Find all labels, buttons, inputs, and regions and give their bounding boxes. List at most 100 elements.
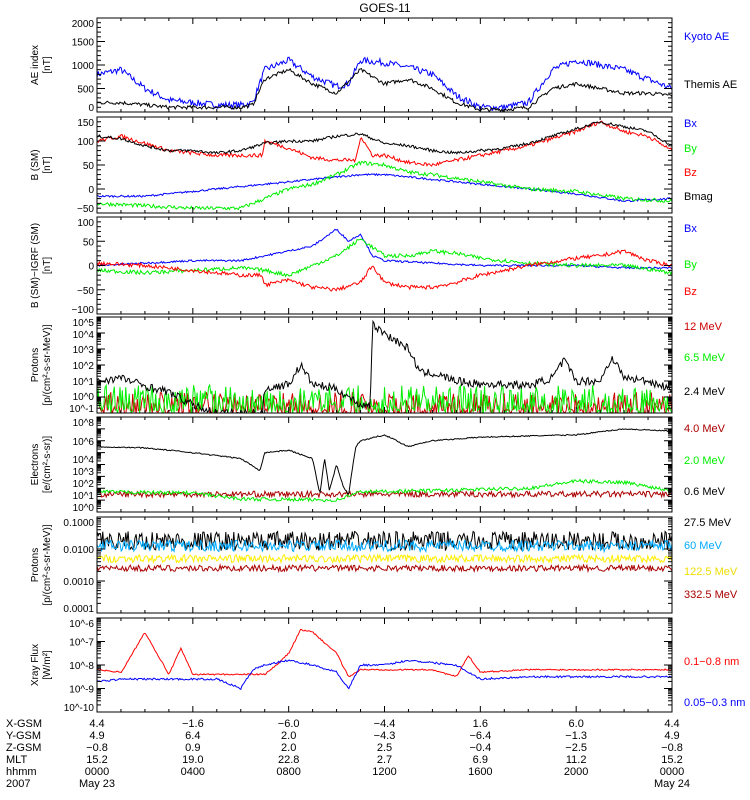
legend-entry: By [684,143,697,155]
ephemeris-value: 1600 [468,766,492,778]
ephemeris-value: 1.6 [473,718,488,730]
ephemeris-value: 0000 [660,766,684,778]
y-axis-label: [W/m²] [42,650,53,680]
series-line-2-4-mev [97,319,672,413]
y-tick-label: 10^0 [73,392,95,403]
series-line-122-5-mev [97,553,672,565]
y-tick-label: 10^6 [73,437,95,448]
y-axis-label: [nT] [42,56,53,73]
y-tick-label: −100 [71,305,94,316]
y-axis-label: [p/(cm²-s-sr-MeV)] [42,324,53,405]
y-axis-label: B (SM) [30,149,41,180]
ephemeris-value: 2.0 [281,730,296,742]
series-line-27-5-mev [97,530,672,552]
y-axis-label: Electrons [30,444,41,486]
y-axis-label: [nT] [42,257,53,274]
panel-protons-high: 0.0001 0.0010 0.0100 0.1000 Protons [p/(cm²-s… [30,516,738,615]
series-line-332-5-mev [97,563,672,574]
series-line-4-0-mev [97,489,672,499]
y-tick-label: 1500 [72,38,95,49]
y-tick-label: 50 [83,237,95,248]
panel-electrons: 10^010^110^210^310^4 10^6 10^8 Electrons [e/… [30,416,726,514]
ephemeris-value: −4.3 [374,730,396,742]
y-tick-label: 10^2 [73,479,95,490]
ephemeris-value: 6.4 [185,730,200,742]
plot-title: GOES-11 [359,1,410,15]
y-tick-label: 1000 [72,61,95,72]
panel-xray: 10^-10 10^-9 10^-8 10^-7 10^-6 Xray Flux [W/m²… [30,617,745,714]
y-tick-label: 10^4 [73,455,95,466]
ephemeris-value: 1200 [372,766,396,778]
y-axis-label: [nT] [42,156,53,173]
legend-entry: Themis AE [684,79,737,91]
legend-entry: 0.05−0.3 nm [684,697,745,709]
ephemeris-value: 2.0 [281,742,296,754]
y-tick-label: 10^2 [73,361,95,372]
ephemeris-value: May 23 [79,778,115,790]
y-tick-label: 10^-8 [69,661,94,672]
ephemeris-value: 0.9 [185,742,200,754]
series-line-bz [97,249,672,292]
y-tick-label: 10^-6 [69,619,94,630]
legend-entry: 4.0 MeV [684,423,726,435]
y-tick-label: 10^4 [73,330,95,341]
ephemeris-row-label: X-GSM [6,718,42,730]
ephemeris-value: 0000 [85,766,109,778]
legend-entry: 2.0 MeV [684,455,726,467]
legend-entry: 60 MeV [684,540,723,552]
ephemeris-value: −4.4 [374,718,396,730]
panel-protons-low: 10^-110^0 10^1 10^2 10^3 10^410^5 Protons [p/(… [30,316,726,415]
y-tick-label: 10^-7 [69,638,94,649]
ephemeris-value: 22.8 [278,754,299,766]
legend-entry: Bx [684,118,697,130]
y-tick-label: 0 [88,185,94,196]
panel-frame [96,617,673,713]
y-tick-label: 10^-10 [64,703,95,714]
y-axis-label: [p/(cm²-s-sr-MeV)] [42,524,53,605]
y-tick-label: 10^8 [73,418,95,429]
ephemeris-table: X-GSM 4.4 −1.6 −6.0 −4.4 1.6 6.0 4.4 Y-GSM 4.9 6.4… [6,718,690,790]
y-axis-label: B (SM)−IGRF (SM) [30,223,41,308]
series-line-0-1-0-8-nm [97,628,672,678]
ephemeris-row-label: hhmm [6,766,37,778]
ephemeris-value: 4.4 [89,718,104,730]
legend-entry: 6.5 MeV [684,352,726,364]
ephemeris-value: May 24 [654,778,690,790]
y-tick-label: 10^0 [73,503,95,514]
panel-frame [96,516,673,614]
ephemeris-value: 4.9 [89,730,104,742]
ephemeris-value: −2.5 [565,742,587,754]
ephemeris-value: 0800 [276,766,300,778]
y-tick-label: 10^-9 [69,685,94,696]
y-tick-label: 0 [88,103,94,114]
y-tick-label: 150 [77,118,94,129]
panel-bigrf: −100 −50 0 50 100 B (SM)−IGRF (SM) [nT] Bx By Bz [30,216,697,316]
legend-entry: By [684,259,697,271]
legend-entry: 12 MeV [684,321,723,333]
panel-ae: 0 500 1000 1500 2000 AE index [nT] Kyoto AE Them… [30,17,737,114]
legend-entry: Bmag [684,191,713,203]
series-line-kyoto-ae [97,56,672,111]
legend-entry: Bx [684,223,697,235]
y-tick-label: 0.0001 [63,604,94,615]
series-line-6-5-mev [97,383,672,413]
series-line-2-0-mev [97,478,672,503]
legend-entry: 122.5 MeV [684,566,738,578]
legend-entry: Kyoto AE [684,31,729,43]
ephemeris-value: 2.5 [377,742,392,754]
legend-entry: Bz [684,286,697,298]
y-tick-label: 0.0100 [63,545,94,556]
series-line-0-6-mev [97,428,672,495]
ephemeris-value: −1.6 [182,718,204,730]
ephemeris-row-label: Y-GSM [6,730,41,742]
legend-entry: Bz [684,167,697,179]
y-tick-label: 2000 [72,19,95,30]
ephemeris-row-label: Z-GSM [6,742,41,754]
y-tick-label: 10^-1 [69,404,94,415]
y-axis-label: Protons [30,548,41,582]
ephemeris-value: −6.4 [469,730,491,742]
ephemeris-value: −0.4 [469,742,491,754]
ephemeris-row-label: MLT [6,754,27,766]
y-axis-label: Protons [30,348,41,382]
